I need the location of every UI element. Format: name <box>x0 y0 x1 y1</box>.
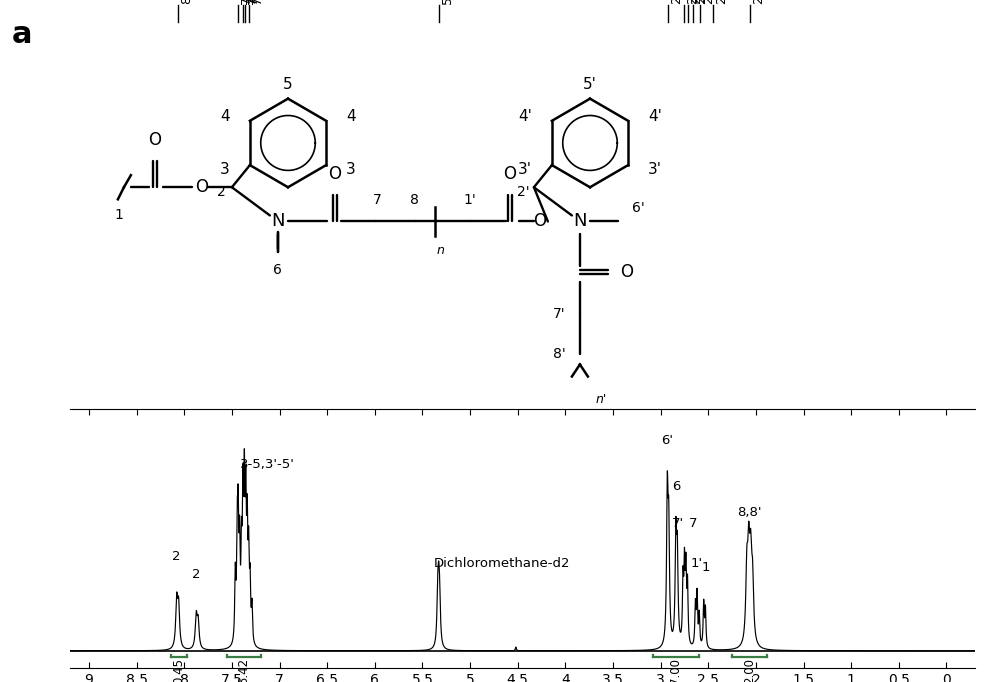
Text: O: O <box>620 263 633 281</box>
Text: N: N <box>573 213 587 231</box>
Text: 5.33: 5.33 <box>441 0 454 4</box>
Text: N: N <box>271 213 285 231</box>
Text: 3: 3 <box>220 162 230 177</box>
Text: 2.71: 2.71 <box>690 0 703 4</box>
Text: 7': 7' <box>553 307 566 321</box>
Text: O: O <box>328 165 341 183</box>
Text: 7.32: 7.32 <box>251 0 264 4</box>
Text: 2.06: 2.06 <box>752 0 765 4</box>
Text: 4: 4 <box>220 109 230 124</box>
Text: O: O <box>533 213 546 231</box>
Text: 6': 6' <box>661 434 673 447</box>
Text: Dichloromethane-d2: Dichloromethane-d2 <box>434 557 570 569</box>
Text: 4: 4 <box>346 109 356 124</box>
Text: 7.36: 7.36 <box>247 0 260 4</box>
Text: 2': 2' <box>517 186 530 199</box>
Text: 2.00: 2.00 <box>743 658 756 682</box>
Text: 7: 7 <box>689 517 697 530</box>
Text: 1': 1' <box>464 194 476 207</box>
Text: 7: 7 <box>373 194 381 207</box>
Text: 4': 4' <box>648 109 662 124</box>
Text: 7.44: 7.44 <box>240 0 253 4</box>
Text: 3': 3' <box>518 162 532 177</box>
Text: 8: 8 <box>410 194 419 207</box>
Text: 4': 4' <box>518 109 532 124</box>
Text: 3-5,3'-5': 3-5,3'-5' <box>240 458 294 471</box>
Text: n': n' <box>596 393 607 406</box>
Text: 2.92: 2.92 <box>670 0 683 4</box>
Text: 2.59: 2.59 <box>702 0 715 4</box>
Text: 2: 2 <box>217 186 226 199</box>
Text: 2: 2 <box>192 567 201 580</box>
Text: 1': 1' <box>691 557 703 569</box>
Text: 6: 6 <box>273 263 282 277</box>
Text: 6': 6' <box>632 201 645 216</box>
Text: 6: 6 <box>672 479 680 492</box>
Text: 0.45: 0.45 <box>173 658 186 682</box>
Text: 1: 1 <box>701 561 710 574</box>
Text: 3': 3' <box>648 162 662 177</box>
Text: 7.00: 7.00 <box>669 658 682 682</box>
Text: 7.38: 7.38 <box>245 0 258 4</box>
Text: 7': 7' <box>672 517 684 530</box>
Text: O: O <box>503 165 516 183</box>
Text: 3: 3 <box>346 162 356 177</box>
Text: 8': 8' <box>553 347 566 361</box>
Text: 1: 1 <box>114 209 123 222</box>
Text: 2.66: 2.66 <box>695 0 708 4</box>
Text: 2.45: 2.45 <box>715 0 728 4</box>
Text: a: a <box>12 20 32 49</box>
Text: 5: 5 <box>283 77 293 92</box>
Text: 8.07: 8.07 <box>180 0 193 4</box>
Text: O: O <box>148 131 161 149</box>
Text: 2: 2 <box>172 550 181 563</box>
Text: 2.75: 2.75 <box>686 0 699 4</box>
Text: 5': 5' <box>583 77 597 92</box>
Text: O: O <box>195 178 208 196</box>
Text: n: n <box>437 243 445 256</box>
Text: 8,8': 8,8' <box>737 506 762 519</box>
Text: 5.42: 5.42 <box>237 658 250 682</box>
